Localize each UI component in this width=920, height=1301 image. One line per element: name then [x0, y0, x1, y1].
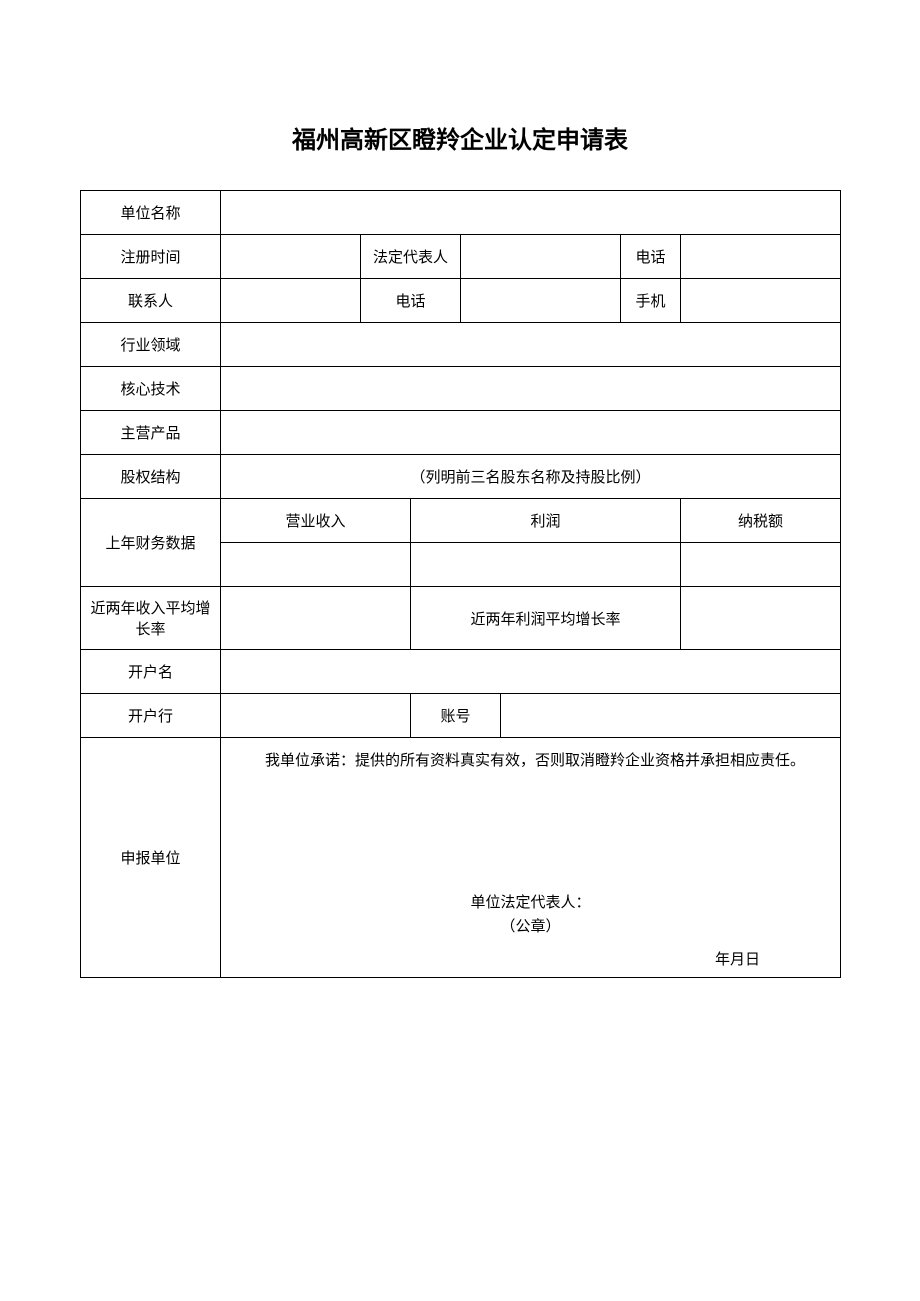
table-row: 联系人 电话 手机 [81, 279, 841, 323]
equity-hint[interactable]: （列明前三名股东名称及持股比例） [221, 455, 841, 499]
label-bank: 开户行 [81, 694, 221, 738]
label-phone2: 电话 [361, 279, 461, 323]
value-tax[interactable] [681, 543, 841, 587]
declare-text: 我单位承诺：提供的所有资料真实有效，否则取消瞪羚企业资格并承担相应责任。 [235, 748, 826, 775]
table-row: 股权结构 （列明前三名股东名称及持股比例） [81, 455, 841, 499]
label-legal-rep: 法定代表人 [361, 235, 461, 279]
page-title: 福州高新区瞪羚企业认定申请表 [80, 120, 840, 155]
table-row: 单位名称 [81, 191, 841, 235]
value-bank[interactable] [221, 694, 411, 738]
label-account-name: 开户名 [81, 650, 221, 694]
declare-cell: 我单位承诺：提供的所有资料真实有效，否则取消瞪羚企业资格并承担相应责任。 单位法… [221, 738, 841, 978]
sig-legal-label: 单位法定代表人： [221, 891, 840, 915]
label-revenue: 营业收入 [221, 499, 411, 543]
table-row: 开户行 账号 [81, 694, 841, 738]
seal-label: （公章） [221, 915, 840, 939]
label-industry: 行业领域 [81, 323, 221, 367]
table-row: 主营产品 [81, 411, 841, 455]
value-contact[interactable] [221, 279, 361, 323]
value-two-year-rev-growth[interactable] [221, 587, 411, 650]
application-form-table: 单位名称 注册时间 法定代表人 电话 联系人 电话 手机 行业领域 核心技术 主… [80, 190, 841, 978]
signature-block: 单位法定代表人： （公章） [221, 891, 840, 939]
value-profit[interactable] [411, 543, 681, 587]
date-label: 年月日 [715, 948, 760, 969]
label-unit-name: 单位名称 [81, 191, 221, 235]
value-unit-name[interactable] [221, 191, 841, 235]
label-last-year-fin: 上年财务数据 [81, 499, 221, 587]
value-legal-rep[interactable] [461, 235, 621, 279]
value-two-year-profit-growth[interactable] [681, 587, 841, 650]
table-row: 申报单位 我单位承诺：提供的所有资料真实有效，否则取消瞪羚企业资格并承担相应责任… [81, 738, 841, 978]
table-row: 开户名 [81, 650, 841, 694]
label-profit: 利润 [411, 499, 681, 543]
label-phone: 电话 [621, 235, 681, 279]
label-declare-unit: 申报单位 [81, 738, 221, 978]
label-reg-time: 注册时间 [81, 235, 221, 279]
value-main-product[interactable] [221, 411, 841, 455]
value-revenue[interactable] [221, 543, 411, 587]
label-core-tech: 核心技术 [81, 367, 221, 411]
value-phone1[interactable] [681, 235, 841, 279]
table-row: 上年财务数据 营业收入 利润 纳税额 [81, 499, 841, 543]
value-account-name[interactable] [221, 650, 841, 694]
label-contact: 联系人 [81, 279, 221, 323]
label-main-product: 主营产品 [81, 411, 221, 455]
value-phone2[interactable] [461, 279, 621, 323]
table-row: 行业领域 [81, 323, 841, 367]
value-reg-time[interactable] [221, 235, 361, 279]
value-industry[interactable] [221, 323, 841, 367]
label-tax: 纳税额 [681, 499, 841, 543]
label-two-year-profit-growth: 近两年利润平均增长率 [411, 587, 681, 650]
table-row: 核心技术 [81, 367, 841, 411]
table-row: 注册时间 法定代表人 电话 [81, 235, 841, 279]
value-core-tech[interactable] [221, 367, 841, 411]
label-equity: 股权结构 [81, 455, 221, 499]
value-mobile[interactable] [681, 279, 841, 323]
table-row: 近两年收入平均增长率 近两年利润平均增长率 [81, 587, 841, 650]
label-mobile: 手机 [621, 279, 681, 323]
value-account-no[interactable] [501, 694, 841, 738]
label-account-no: 账号 [411, 694, 501, 738]
label-two-year-rev-growth: 近两年收入平均增长率 [81, 587, 221, 650]
